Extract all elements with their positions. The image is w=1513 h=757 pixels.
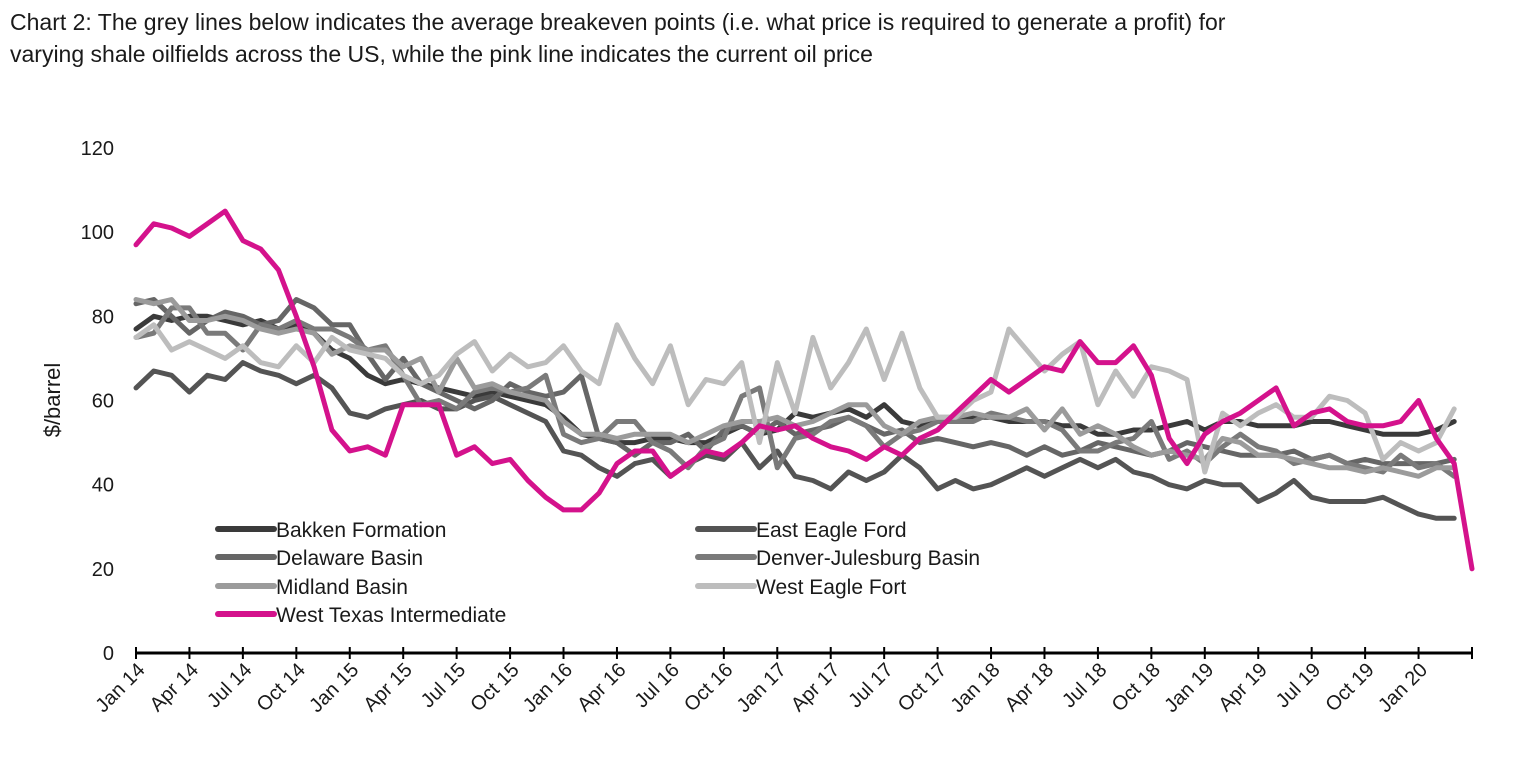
y-tick-label: 100	[81, 222, 114, 244]
y-axis: 0 20 40 60 80 100 120	[81, 138, 114, 665]
series-line-east-eagle-ford	[133, 360, 1457, 521]
legend-label-denver-julesburg-basin: Denver-Julesburg Basin	[756, 547, 980, 570]
x-tick-label: Jan 16	[519, 659, 577, 717]
x-tick-label: Jul 19	[1272, 659, 1325, 712]
x-tick-label: Oct 16	[680, 659, 737, 716]
series-line-delaware-basin	[133, 297, 1457, 467]
x-tick-label: Jul 17	[844, 659, 897, 712]
legend: Bakken Formation East Eagle Ford Delaware …	[215, 519, 980, 627]
legend-label-midland-basin: Midland Basin	[276, 576, 408, 599]
y-tick-label: 60	[92, 391, 114, 413]
x-tick-label: Oct 19	[1321, 659, 1378, 716]
legend-label-delaware-basin: Delaware Basin	[276, 547, 423, 570]
y-tick-label: 0	[103, 643, 114, 665]
x-tick-label: Apr 17	[787, 659, 844, 716]
series-line-denver-julesburg-basin	[133, 305, 1457, 479]
x-tick-label: Jan 14	[92, 659, 150, 717]
y-tick-label: 20	[92, 559, 114, 581]
x-tick-label: Oct 15	[466, 659, 523, 716]
x-tick-label: Apr 14	[146, 659, 203, 716]
x-tick-label: Oct 14	[253, 659, 310, 716]
x-tick-label: Jan 15	[305, 659, 363, 717]
legend-label-bakken-formation: Bakken Formation	[276, 519, 446, 542]
x-tick-label: Jan 18	[947, 659, 1005, 717]
x-tick-label: Apr 16	[573, 659, 630, 716]
x-tick-label: Apr 15	[360, 659, 417, 716]
y-tick-label: 80	[92, 306, 114, 328]
x-tick-label: Jan 19	[1160, 659, 1218, 717]
x-tick-label: Jan 20	[1374, 659, 1432, 717]
y-tick-label: 120	[81, 138, 114, 160]
x-tick-label: Jul 16	[631, 659, 684, 712]
x-tick-label: Jul 18	[1058, 659, 1111, 712]
x-tick-label: Oct 18	[1108, 659, 1165, 716]
legend-label-west-texas-intermediate: West Texas Intermediate	[276, 604, 506, 627]
x-tick-label: Jan 17	[733, 659, 791, 717]
x-tick-label: Apr 18	[1001, 659, 1058, 716]
series-layer	[133, 208, 1475, 572]
legend-label-west-eagle-fort: West Eagle Fort	[756, 576, 906, 599]
x-tick-label: Jul 14	[203, 659, 256, 712]
series-line-west-eagle-fort	[133, 322, 1457, 475]
legend-label-east-eagle-ford: East Eagle Ford	[756, 519, 907, 542]
x-tick-label: Apr 19	[1215, 659, 1272, 716]
series-line-west-texas-intermediate	[133, 208, 1475, 572]
y-axis-title: $/barrel	[40, 363, 65, 438]
x-tick-label: Jul 15	[417, 659, 470, 712]
chart-title: Chart 2: The grey lines below indicates …	[10, 9, 1226, 67]
y-tick-label: 40	[92, 475, 114, 497]
x-tick-label: Oct 17	[894, 659, 951, 716]
